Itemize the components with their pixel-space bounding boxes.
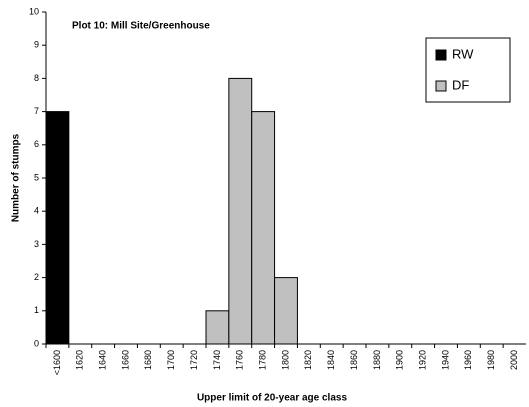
x-tick-label: 1880 xyxy=(372,350,382,370)
chart-title: Plot 10: Mill Site/Greenhouse xyxy=(72,21,210,32)
bar xyxy=(274,277,298,345)
x-tick-label: 1960 xyxy=(463,350,473,370)
y-axis-label: Number of stumps xyxy=(11,133,22,222)
x-tick-label: 1860 xyxy=(349,350,359,370)
y-tick-label: 3 xyxy=(34,239,39,249)
y-tick-label: 5 xyxy=(34,172,39,182)
x-tick-label: 2000 xyxy=(509,350,519,370)
y-tick-label: 6 xyxy=(34,139,39,149)
y-tick-label: 0 xyxy=(34,338,39,348)
y-tick-label: 8 xyxy=(34,73,39,83)
x-tick-label: 1660 xyxy=(120,350,130,370)
legend-label: RW xyxy=(452,46,474,61)
legend-label: DF xyxy=(452,77,469,92)
x-tick-label: 1940 xyxy=(440,350,450,370)
x-tick-label: 1740 xyxy=(212,350,222,370)
x-tick-label: 1980 xyxy=(486,350,496,370)
bar xyxy=(251,111,276,345)
x-tick-label: 1780 xyxy=(258,350,268,370)
x-tick-label: 1680 xyxy=(143,350,153,370)
bar xyxy=(228,77,253,345)
x-axis-label: Upper limit of 20-year age class xyxy=(197,393,348,404)
y-tick-label: 7 xyxy=(34,106,39,116)
bar xyxy=(205,310,230,345)
x-tick-label: 1920 xyxy=(418,350,428,370)
x-tick-label: 1720 xyxy=(189,350,199,370)
y-tick-label: 10 xyxy=(29,6,39,16)
x-tick-label: 1840 xyxy=(326,350,336,370)
x-tick-label: 1820 xyxy=(303,350,313,370)
y-tick-label: 4 xyxy=(34,206,39,216)
y-tick-label: 2 xyxy=(34,272,39,282)
y-tick-label: 1 xyxy=(34,305,39,315)
x-tick-label: 1800 xyxy=(280,350,290,370)
x-tick-label: <1600 xyxy=(52,350,62,375)
x-tick-label: 1900 xyxy=(395,350,405,370)
bar xyxy=(45,111,70,345)
x-tick-label: 1700 xyxy=(166,350,176,370)
legend-swatch xyxy=(435,80,447,92)
x-tick-label: 1760 xyxy=(235,350,245,370)
y-tick-label: 9 xyxy=(34,40,39,50)
legend-swatch xyxy=(435,49,447,61)
x-tick-label: 1640 xyxy=(98,350,108,370)
x-tick-label: 1620 xyxy=(75,350,85,370)
